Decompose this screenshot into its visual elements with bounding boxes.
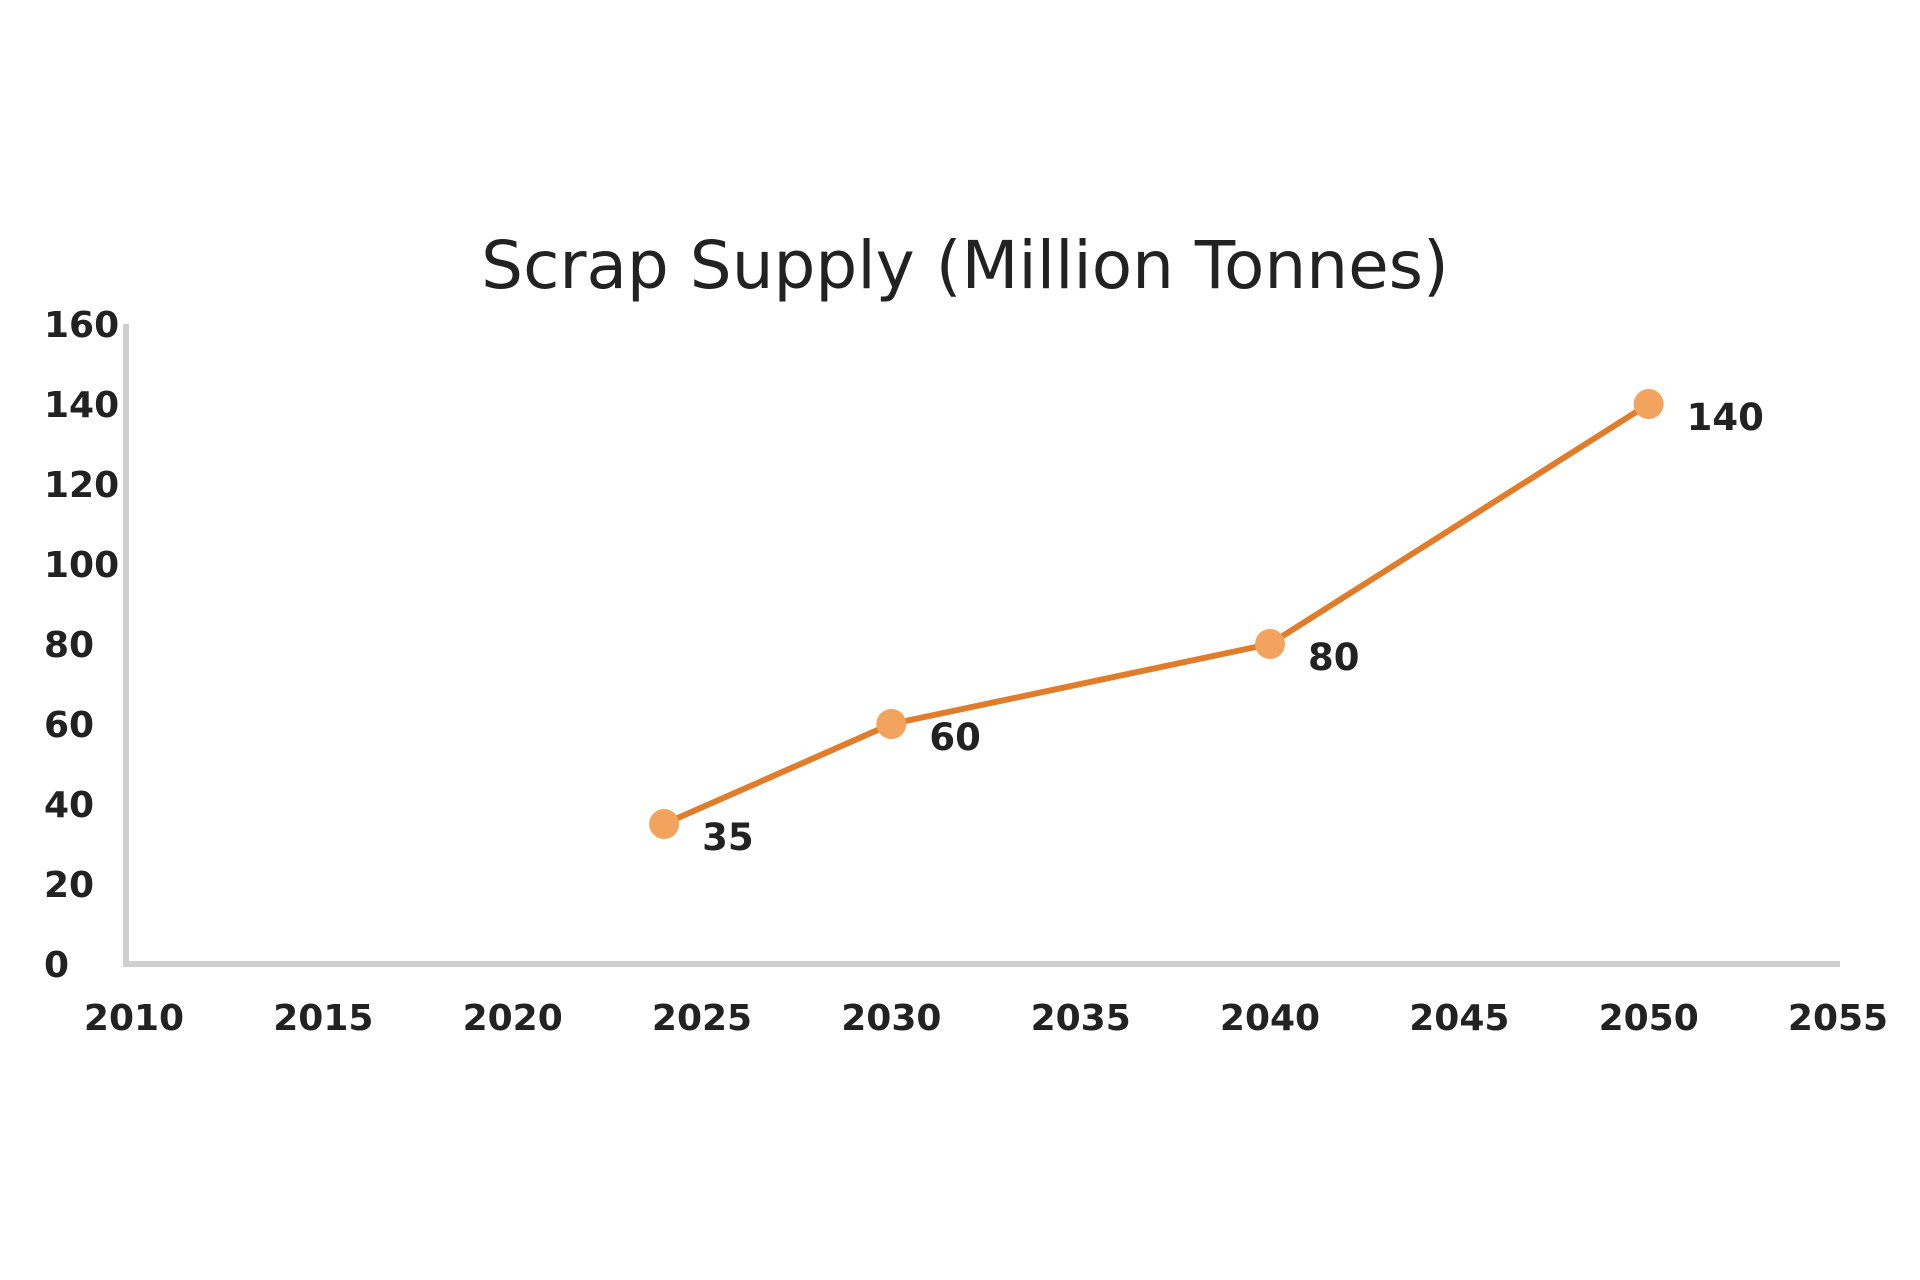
series-line	[661, 401, 1652, 827]
x-tick-label: 2035	[1031, 998, 1131, 1039]
x-tick-label: 2045	[1409, 998, 1509, 1039]
data-label: 80	[1308, 636, 1360, 679]
data-label: 60	[929, 716, 981, 759]
data-point-marker	[1633, 389, 1664, 419]
data-point-marker	[1255, 629, 1285, 659]
x-tick-label: 2020	[463, 998, 563, 1039]
x-tick-label: 2015	[273, 998, 373, 1039]
y-tick-label: 80	[44, 625, 94, 666]
y-tick-label: 60	[44, 705, 94, 746]
data-point-marker	[876, 709, 907, 739]
x-tick-label: 2010	[84, 998, 184, 1039]
y-tick-label: 40	[44, 785, 94, 826]
data-point-marker	[649, 809, 680, 839]
x-axis: 2010 2015 2020 2025 2030 2035 2040 2045 2050 2055	[84, 961, 1888, 1039]
data-labels-layer: 35 60 80 140	[702, 396, 1764, 859]
y-tick-label: 120	[44, 465, 119, 506]
x-tick-label: 2050	[1599, 998, 1699, 1039]
x-tick-label: 2025	[652, 998, 752, 1039]
x-tick-label: 2030	[841, 998, 941, 1039]
series-layer	[649, 389, 1664, 839]
chart-title: Scrap Supply (Million Tonnes)	[481, 227, 1449, 304]
data-label: 35	[702, 816, 754, 859]
y-tick-label: 20	[44, 865, 94, 906]
x-tick-label: 2055	[1788, 998, 1888, 1039]
y-tick-label: 100	[44, 545, 119, 586]
y-tick-label: 0	[44, 945, 69, 986]
y-tick-label: 140	[44, 385, 119, 426]
y-axis: 0 20 40 60 80 100 120 140 160	[44, 305, 129, 986]
data-label: 140	[1687, 396, 1764, 439]
x-tick-label: 2040	[1220, 998, 1320, 1039]
y-tick-label: 160	[44, 305, 119, 346]
